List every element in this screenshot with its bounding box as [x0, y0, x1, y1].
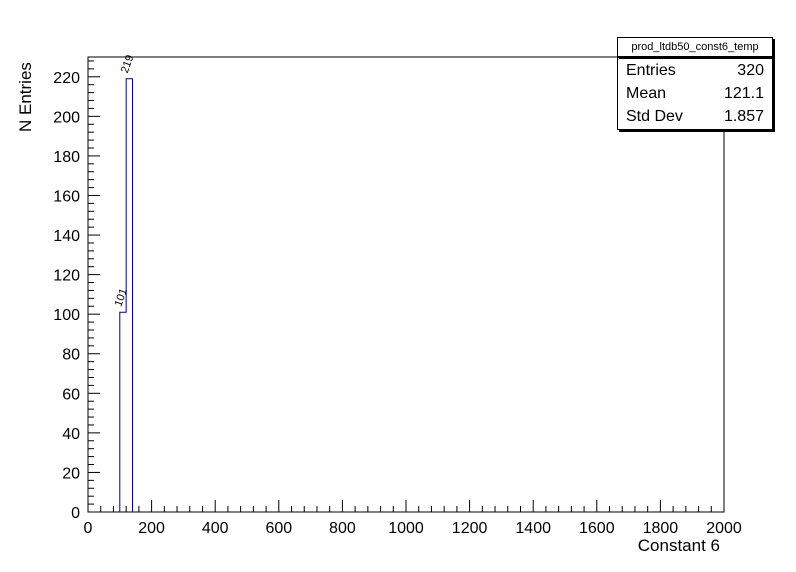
stats-value: 320	[737, 62, 764, 79]
y-tick-label: 140	[53, 228, 80, 245]
stats-label: Entries	[626, 62, 676, 79]
stats-row-mean: Mean 121.1	[618, 82, 772, 105]
stats-label: Mean	[626, 85, 667, 102]
y-axis-title: N Entries	[16, 62, 35, 132]
y-tick-label: 220	[53, 70, 80, 87]
x-axis-title: Constant 6	[637, 536, 720, 555]
x-tick-label: 2000	[706, 520, 742, 537]
stats-label: Std Dev	[626, 108, 683, 125]
y-tick-label: 40	[62, 426, 80, 443]
x-tick-label: 1600	[579, 520, 615, 537]
y-tick-label: 160	[53, 188, 80, 205]
stats-box: Entries 320 Mean 121.1 Std Dev 1.857	[617, 57, 773, 130]
x-axis-ticks: 0 200 400 600 800 1000 1200 1400 1600 1800 2000	[84, 500, 742, 537]
x-tick-label: 1800	[643, 520, 679, 537]
y-tick-label: 20	[62, 465, 80, 482]
x-tick-label: 0	[84, 520, 93, 537]
y-tick-label: 100	[53, 307, 80, 324]
bar-value-label: 219	[119, 53, 137, 74]
y-tick-label: 200	[53, 109, 80, 126]
x-tick-label: 200	[138, 520, 165, 537]
histogram-outline	[119, 78, 134, 512]
stats-row-entries: Entries 320	[618, 59, 772, 82]
x-tick-label: 1200	[452, 520, 488, 537]
x-tick-label: 400	[202, 520, 229, 537]
y-tick-label: 0	[71, 505, 80, 522]
stats-row-stddev: Std Dev 1.857	[618, 105, 772, 128]
bar-value-label: 101	[113, 287, 131, 308]
y-tick-label: 60	[62, 386, 80, 403]
y-tick-label: 80	[62, 347, 80, 364]
histogram-title-box: prod_ltdb50_const6_temp	[617, 37, 773, 57]
x-tick-label: 1000	[388, 520, 424, 537]
y-tick-label: 180	[53, 149, 80, 166]
x-tick-label: 800	[329, 520, 356, 537]
bar-value-labels: 101 219	[113, 53, 137, 308]
stats-value: 1.857	[723, 108, 764, 125]
x-tick-label: 600	[265, 520, 292, 537]
histogram-title: prod_ltdb50_const6_temp	[631, 41, 759, 53]
stats-value: 121.1	[723, 85, 764, 102]
x-tick-label: 1400	[515, 520, 551, 537]
y-axis-ticks: 0 20 40 60 80 100 120 140 160 180 200 220	[53, 60, 100, 522]
y-tick-label: 120	[53, 268, 80, 285]
